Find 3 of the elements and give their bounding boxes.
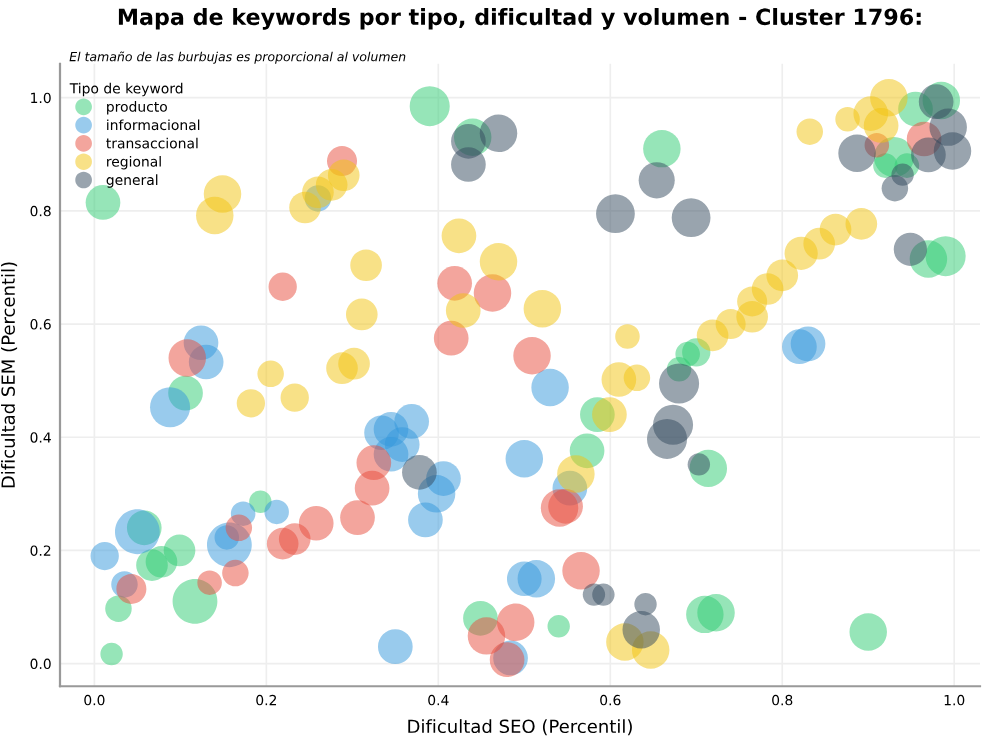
y-axis-title: Dificultad SEM (Percentil) — [0, 262, 18, 488]
chart-title: Mapa de keywords por tipo, dificultad y volumen - Cluster 1796: — [118, 7, 921, 30]
x-axis-title: Dificultad SEO (Percentil) — [408, 719, 632, 736]
